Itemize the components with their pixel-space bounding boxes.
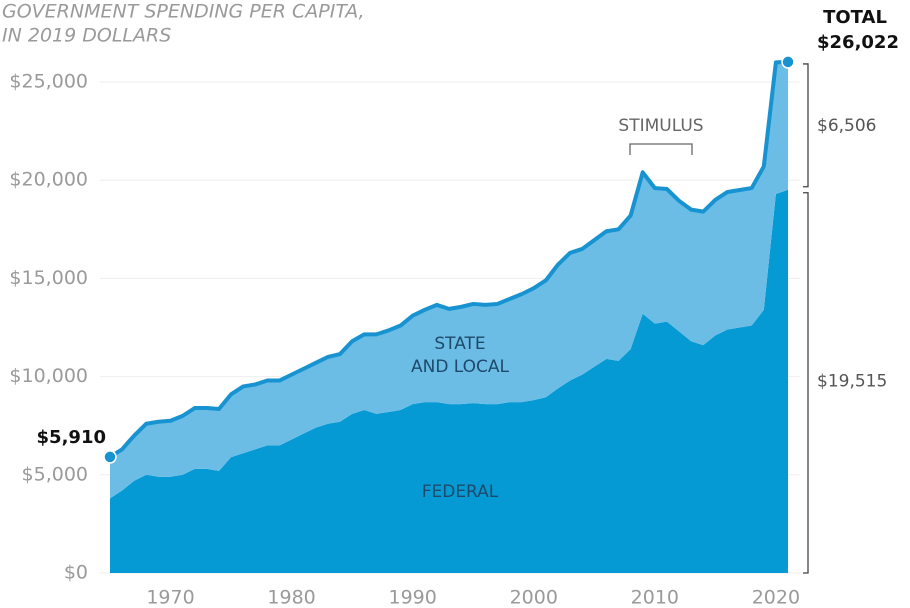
x-tick-label: 2010 — [631, 587, 679, 608]
overlay: $6,506 $19,515 STATE AND LOCAL FEDERAL $5,910… — [37, 7, 899, 574]
total-dot — [103, 450, 117, 464]
end-label: TOTAL — [823, 7, 887, 28]
x-tick-label: 1970 — [146, 587, 194, 608]
bracket-label: $6,506 — [817, 116, 876, 136]
y-tick-label: $15,000 — [9, 267, 88, 289]
stimulus-label: STIMULUS — [618, 116, 703, 136]
y-tick-label: $0 — [64, 562, 88, 584]
bracket — [803, 63, 809, 188]
x-tick-label: 2020 — [752, 587, 800, 608]
total-dot — [781, 55, 795, 69]
x-tick-label: 1980 — [267, 587, 315, 608]
plot: $0 $5,000 $10,000 $15,000 $20,000 $25,000 1970… — [9, 61, 800, 608]
area-label: FEDERAL — [422, 482, 499, 502]
x-tick-label: 2000 — [510, 587, 558, 608]
area-label: STATE — [434, 334, 485, 354]
x-tick-label: 1990 — [388, 587, 436, 608]
y-tick-label: $5,000 — [22, 463, 88, 485]
area — [110, 61, 788, 499]
area-label: AND LOCAL — [411, 357, 510, 377]
chart-title: IN 2019 DOLLARS — [2, 25, 171, 47]
bracket — [803, 192, 809, 574]
start-label: $5,910 — [37, 427, 106, 448]
y-tick-label: $10,000 — [9, 365, 88, 387]
chart-title: GOVERNMENT SPENDING PER CAPITA, — [2, 1, 365, 23]
bracket-label: $19,515 — [817, 371, 887, 391]
y-tick-label: $20,000 — [9, 169, 88, 191]
stimulus-bracket — [629, 143, 693, 155]
total-line — [108, 59, 789, 459]
end-label: $26,022 — [817, 32, 899, 53]
area — [110, 189, 788, 573]
y-tick-label: $25,000 — [9, 71, 88, 93]
